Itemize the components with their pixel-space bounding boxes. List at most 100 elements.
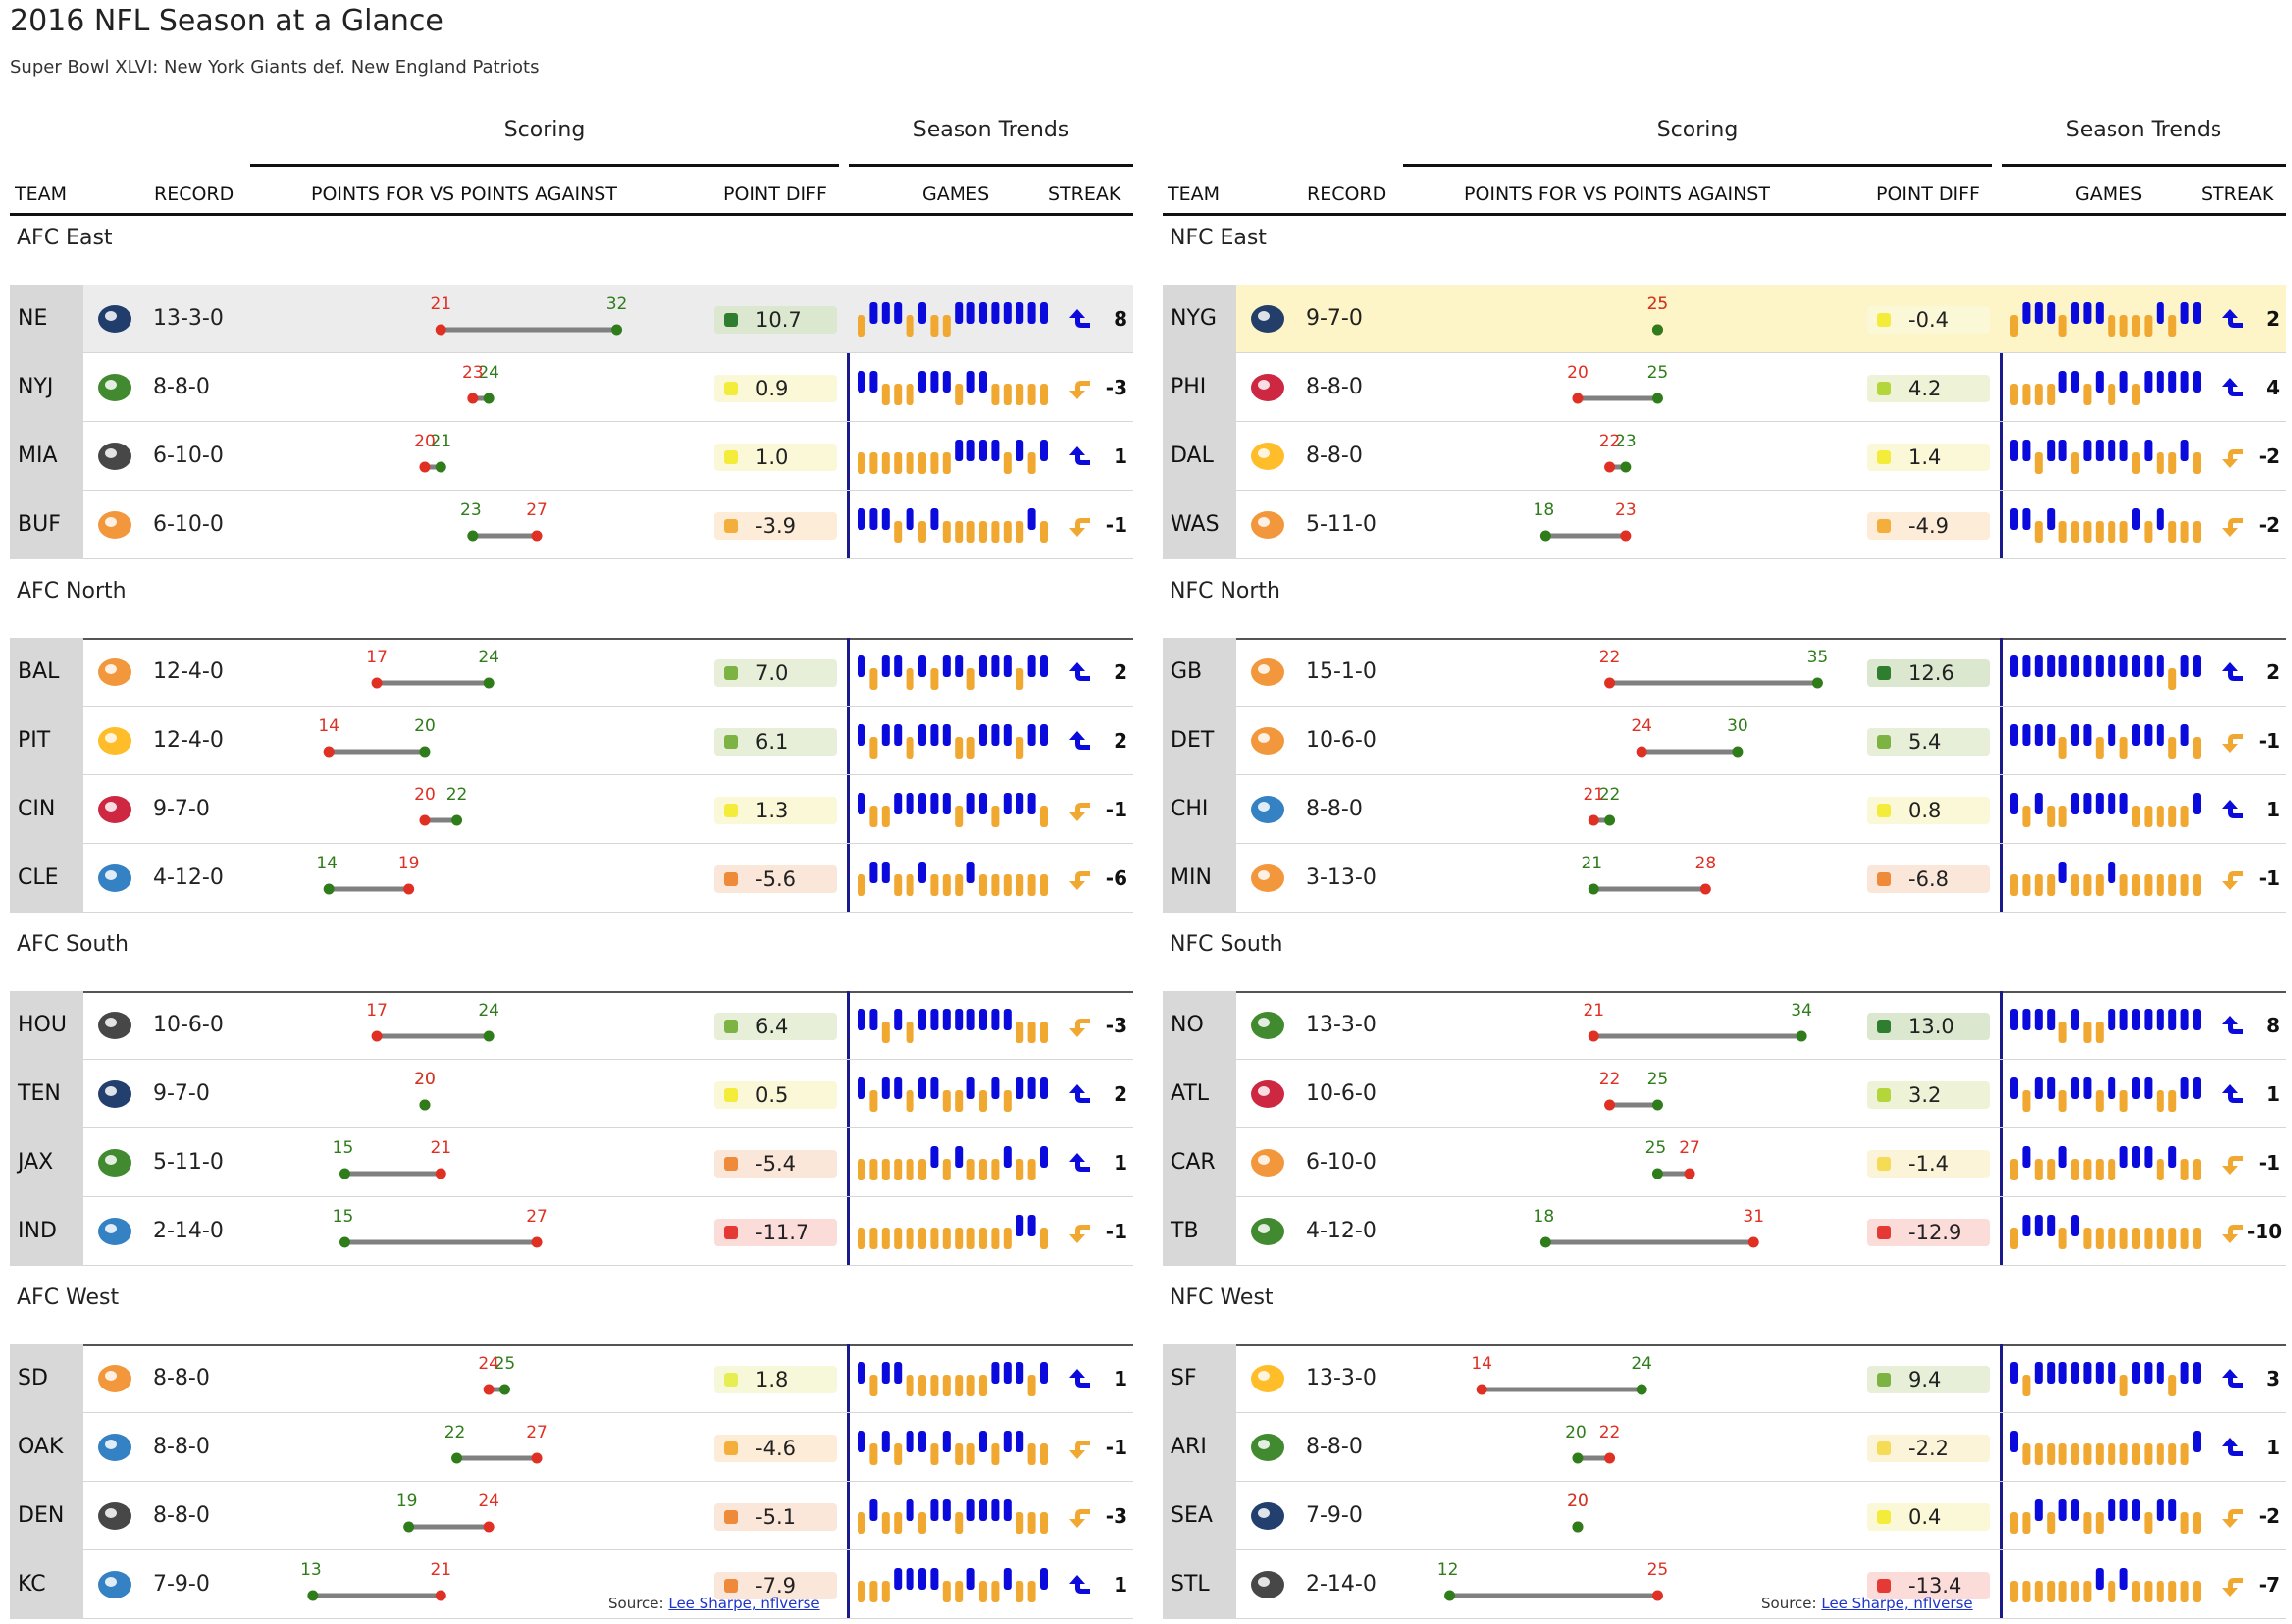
team-row[interactable]: DAL 8-8-0 23 22 1.4 -2 bbox=[1163, 422, 2286, 491]
lions-logo-icon bbox=[1251, 727, 1284, 755]
team-row[interactable]: PIT 12-4-0 20 14 6.1 2 bbox=[10, 707, 1133, 775]
division-rule bbox=[10, 638, 1133, 640]
team-row[interactable]: SD 8-8-0 25 24 1.8 1 bbox=[10, 1344, 1133, 1413]
points-for-dot bbox=[611, 324, 623, 336]
game-results bbox=[856, 1362, 1052, 1397]
game-win-bar bbox=[2058, 655, 2067, 677]
team-row[interactable]: NYJ 8-8-0 24 23 0.9 -3 bbox=[10, 353, 1133, 422]
team-row[interactable]: SF 13-3-0 24 14 9.4 3 bbox=[1163, 1344, 2286, 1413]
streak-arrow bbox=[2222, 1016, 2244, 1034]
game-results-chart bbox=[858, 1431, 1048, 1465]
scoring-dumbbell: 34 21 bbox=[1403, 991, 1864, 1060]
team-row[interactable]: DET 10-6-0 30 24 5.4 -1 bbox=[1163, 707, 2286, 775]
game-loss-bar bbox=[2132, 806, 2140, 827]
team-row[interactable]: JAX 5-11-0 15 21 -5.4 1 bbox=[10, 1128, 1133, 1197]
game-loss-bar bbox=[2095, 1159, 2104, 1180]
team-row[interactable]: BUF 6-10-0 23 27 -3.9 -1 bbox=[10, 491, 1133, 559]
point-diff-badge: 0.5 bbox=[714, 1081, 837, 1109]
game-results-chart bbox=[2010, 862, 2201, 896]
team-row[interactable]: DEN 8-8-0 19 24 -5.1 -3 bbox=[10, 1482, 1133, 1550]
team-row[interactable]: STL 2-14-0 12 25 -13.4 -7 bbox=[1163, 1550, 2286, 1619]
team-row[interactable]: IND 2-14-0 15 27 -11.7 -1 bbox=[10, 1197, 1133, 1266]
game-win-bar bbox=[2156, 1009, 2164, 1030]
dumbbell-chart: 21 28 bbox=[1581, 854, 1716, 895]
team-row[interactable]: OAK 8-8-0 22 27 -4.6 -1 bbox=[10, 1413, 1133, 1482]
game-loss-bar bbox=[1003, 452, 1012, 474]
game-results bbox=[856, 1499, 1052, 1535]
team-row[interactable]: ATL 10-6-0 25 22 3.2 1 bbox=[1163, 1060, 2286, 1128]
scoring-dumbbell: 21 28 bbox=[1403, 844, 1864, 913]
team-abbr: SD bbox=[10, 1344, 83, 1413]
game-win-bar bbox=[2193, 655, 2201, 677]
team-row[interactable]: NO 13-3-0 34 21 13.0 8 bbox=[1163, 991, 2286, 1060]
points-against-dot bbox=[531, 1452, 543, 1464]
point-diff-badge: 0.9 bbox=[714, 375, 837, 402]
game-results bbox=[2008, 1146, 2205, 1181]
team-abbr: STL bbox=[1163, 1550, 1236, 1619]
team-row[interactable]: NE 13-3-0 32 21 10.7 8 bbox=[10, 285, 1133, 353]
team-row[interactable]: CLE 4-12-0 14 19 -5.6 -6 bbox=[10, 844, 1133, 913]
game-loss-bar bbox=[2047, 384, 2056, 405]
team-row[interactable]: MIN 3-13-0 21 28 -6.8 -1 bbox=[1163, 844, 2286, 913]
team-row[interactable]: TB 4-12-0 18 31 -12.9 -10 bbox=[1163, 1197, 2286, 1266]
points-against-dot bbox=[1604, 1452, 1616, 1464]
trends-separator bbox=[2000, 638, 2003, 913]
game-win-bar bbox=[2095, 371, 2104, 393]
game-win-bar bbox=[1016, 793, 1024, 814]
points-for-label: 25 bbox=[1647, 363, 1669, 383]
points-for-label: 23 bbox=[460, 500, 482, 520]
raiders-logo-icon bbox=[98, 1434, 131, 1461]
dumbbell-chart: 32 21 bbox=[430, 294, 627, 336]
team-row[interactable]: NYG 9-7-0 25 25 -0.4 2 bbox=[1163, 285, 2286, 353]
streak-arrow bbox=[1069, 1225, 1091, 1243]
points-against-label: 20 bbox=[414, 785, 436, 805]
team-row[interactable]: SEA 7-9-0 20 20 0.4 -2 bbox=[1163, 1482, 2286, 1550]
streak-arrow bbox=[2222, 378, 2244, 396]
team-row[interactable]: KC 7-9-0 13 21 -7.9 1 bbox=[10, 1550, 1133, 1619]
game-win-bar bbox=[2193, 793, 2201, 814]
game-loss-bar bbox=[2095, 874, 2104, 896]
team-row[interactable]: PHI 8-8-0 25 20 4.2 4 bbox=[1163, 353, 2286, 422]
team-row[interactable]: CIN 9-7-0 22 20 1.3 -1 bbox=[10, 775, 1133, 844]
game-loss-bar bbox=[2058, 1228, 2067, 1249]
points-against-label: 22 bbox=[1599, 432, 1621, 451]
team-row[interactable]: MIA 6-10-0 21 20 1.0 1 bbox=[10, 422, 1133, 491]
team-row[interactable]: TEN 9-7-0 20 20 0.5 2 bbox=[10, 1060, 1133, 1128]
point-diff-value: 0.8 bbox=[1908, 799, 1942, 822]
game-results-chart bbox=[2010, 793, 2201, 827]
team-row[interactable]: ARI 8-8-0 20 22 -2.2 1 bbox=[1163, 1413, 2286, 1482]
point-diff-swatch bbox=[724, 1579, 738, 1593]
team-row[interactable]: CHI 8-8-0 22 21 0.8 1 bbox=[1163, 775, 2286, 844]
game-loss-bar bbox=[2180, 1228, 2189, 1249]
game-loss-bar bbox=[2156, 1443, 2164, 1465]
points-against-dot bbox=[1699, 883, 1711, 895]
game-loss-bar bbox=[1016, 1581, 1024, 1602]
source-link[interactable]: Lee Sharpe, nflverse bbox=[668, 1595, 820, 1612]
point-diff-swatch bbox=[1877, 1373, 1891, 1387]
team-row[interactable]: WAS 5-11-0 18 23 -4.9 -2 bbox=[1163, 491, 2286, 559]
streak-value: -1 bbox=[1105, 1436, 1127, 1459]
team-row[interactable]: CAR 6-10-0 25 27 -1.4 -1 bbox=[1163, 1128, 2286, 1197]
game-loss-bar bbox=[2180, 1512, 2189, 1534]
team-row[interactable]: HOU 10-6-0 24 17 6.4 -3 bbox=[10, 991, 1133, 1060]
game-loss-bar bbox=[2022, 1581, 2031, 1602]
game-loss-bar bbox=[894, 384, 903, 405]
game-loss-bar bbox=[906, 315, 914, 337]
source-link[interactable]: Lee Sharpe, nflverse bbox=[1821, 1595, 1973, 1612]
game-results bbox=[856, 793, 1052, 828]
scoring-dumbbell: 22 21 bbox=[1403, 775, 1864, 844]
game-loss-bar bbox=[2180, 806, 2189, 827]
game-win-bar bbox=[979, 655, 987, 677]
game-win-bar bbox=[869, 302, 878, 324]
team-row[interactable]: GB 15-1-0 35 22 12.6 2 bbox=[1163, 638, 2286, 707]
points-for-dot bbox=[498, 1384, 510, 1395]
game-win-bar bbox=[2047, 1362, 2056, 1384]
streak-arrow bbox=[1069, 518, 1091, 537]
points-against-dot bbox=[435, 1590, 446, 1601]
points-against-label: 20 bbox=[414, 432, 436, 451]
game-results-chart bbox=[858, 1362, 1048, 1396]
team-row[interactable]: BAL 12-4-0 24 17 7.0 2 bbox=[10, 638, 1133, 707]
game-win-bar bbox=[2034, 1077, 2043, 1099]
